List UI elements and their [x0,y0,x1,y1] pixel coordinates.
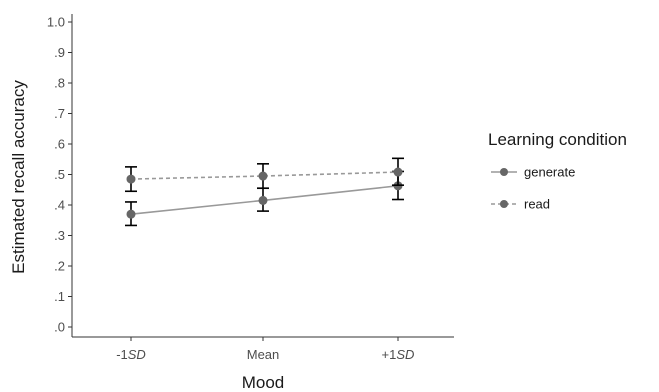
legend-title: Learning condition [488,130,627,149]
y-tick-label: .9 [54,45,65,60]
y-axis-title: Estimated recall accuracy [9,80,28,274]
legend-item-read: read [491,197,550,212]
legend-key-point [500,200,508,208]
legend-label: generate [524,165,575,180]
y-tick-label: 1.0 [47,15,65,30]
data-point [393,167,403,177]
data-point [126,174,136,184]
y-tick-label: .2 [54,259,65,274]
x-axis-title: Mood [242,373,285,392]
x-tick-label: -1SD [116,347,146,362]
y-tick-label: .1 [54,289,65,304]
y-tick-label: .4 [54,198,65,213]
series-line-read [130,171,399,180]
legend-item-generate: generate [491,165,575,180]
y-tick-label: .3 [54,228,65,243]
data-point [258,195,268,205]
y-axis-ticks: .0 .1 .2 .3 .4 .5 .6 .7 .8 .9 1.0 [47,15,72,335]
y-tick-label: .7 [54,106,65,121]
y-tick-label: .5 [54,167,65,182]
y-tick-label: .8 [54,76,65,91]
x-tick-label: +1SD [382,347,415,362]
data-point [258,171,268,181]
series-layer [125,157,404,227]
legend-key-point [500,168,508,176]
y-tick-label: .6 [54,137,65,152]
series-read [125,157,404,193]
legend: Learning condition generate read [488,130,627,212]
x-axis-ticks: -1SD Mean +1SD [116,337,414,362]
legend-label: read [524,197,550,212]
x-tick-label: Mean [247,347,280,362]
y-tick-label: .0 [54,320,65,335]
data-point [126,209,136,219]
